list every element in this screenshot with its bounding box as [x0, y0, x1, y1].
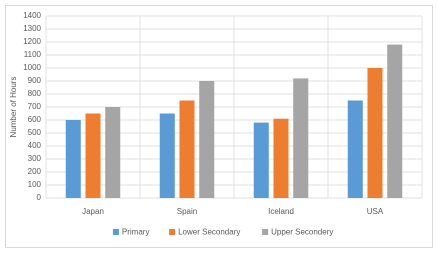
y-tick-label: 200 [28, 167, 42, 176]
y-tick-label: 1400 [23, 11, 41, 20]
y-axis-label: Number of Hours [9, 77, 18, 138]
y-tick-label: 0 [37, 193, 42, 202]
y-tick-label: 500 [28, 128, 42, 137]
legend-swatch [169, 229, 176, 235]
x-tick-label: Japan [82, 207, 104, 216]
x-tick-label: Iceland [268, 207, 294, 216]
y-tick-label: 600 [28, 115, 42, 124]
bar [159, 113, 175, 198]
legend-label: Lower Secondary [178, 228, 240, 237]
x-tick-label: USA [367, 207, 384, 216]
bar [65, 120, 81, 198]
x-tick-label: Spain [177, 207, 197, 216]
bar [367, 68, 383, 198]
y-tick-label: 700 [28, 102, 42, 111]
bar [105, 107, 121, 198]
bar [253, 122, 269, 198]
bar [387, 44, 403, 198]
y-tick-label: 100 [28, 180, 42, 189]
bar [293, 78, 309, 198]
legend-label: Upper Secondery [271, 228, 333, 237]
legend-label: Primary [122, 228, 150, 237]
bar [85, 113, 101, 198]
y-tick-label: 1200 [23, 37, 41, 46]
y-tick-label: 900 [28, 76, 42, 85]
legend-swatch [112, 229, 119, 235]
y-tick-label: 1000 [23, 63, 41, 72]
y-tick-label: 300 [28, 154, 42, 163]
bar [347, 100, 363, 198]
bar [273, 118, 289, 198]
y-tick-label: 800 [28, 89, 42, 98]
y-tick-label: 400 [28, 141, 42, 150]
y-tick-label: 1100 [24, 50, 42, 59]
legend-swatch [262, 229, 269, 235]
bar [179, 100, 195, 198]
bar [199, 81, 215, 198]
y-tick-label: 1300 [23, 24, 41, 33]
